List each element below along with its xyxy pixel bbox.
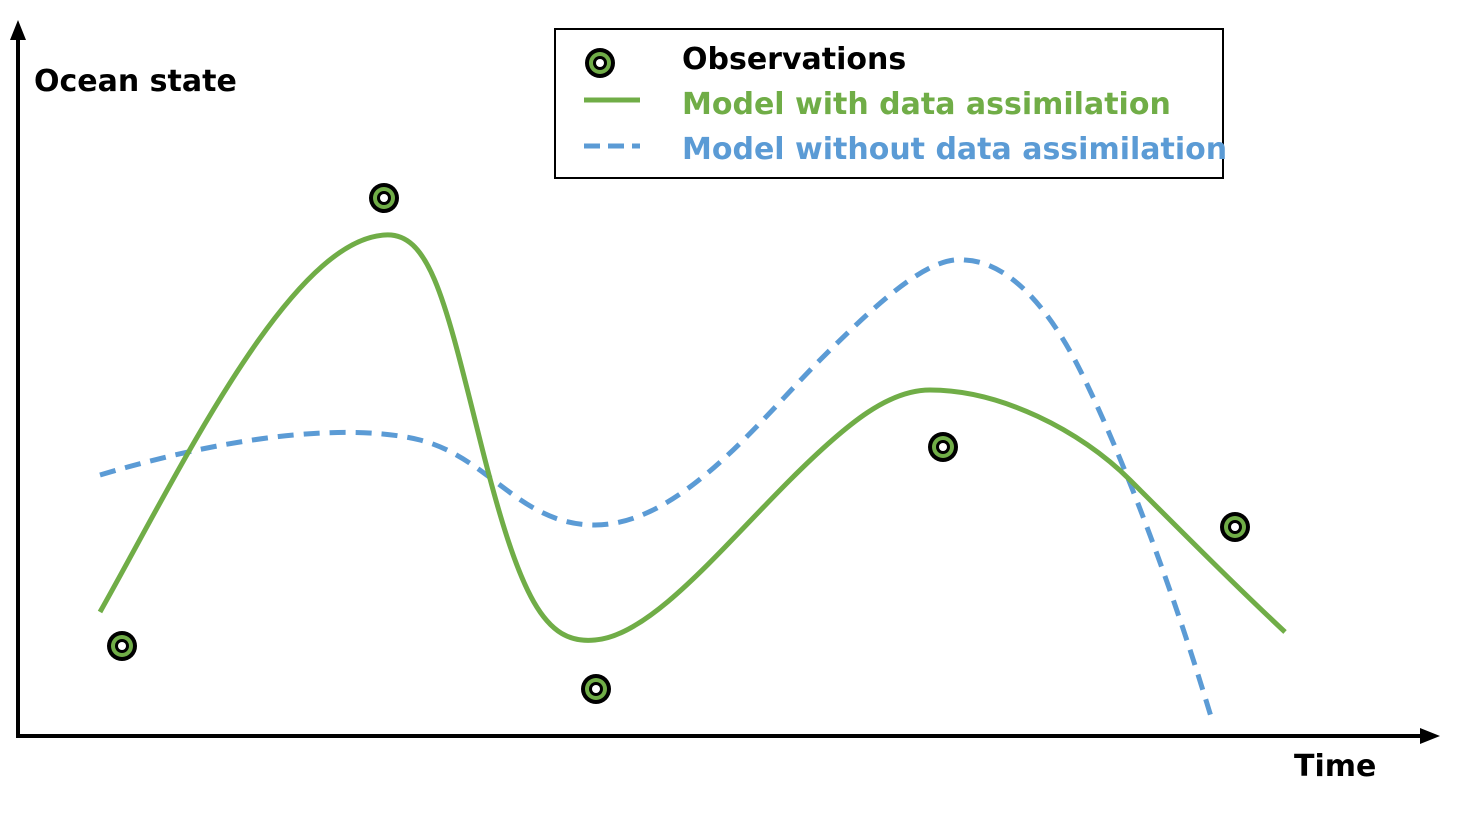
observation-marker [581, 674, 611, 704]
observation-marker [369, 183, 399, 213]
legend-observations-label: Observations [682, 42, 907, 77]
x-axis-arrowhead [1420, 728, 1440, 744]
legend-without-da-label: Model without data assimilation [682, 132, 1228, 167]
legend-dashed-line-icon [584, 143, 640, 149]
observations [107, 183, 1250, 704]
x-axis-label: Time [1294, 749, 1377, 784]
legend-solid-line-icon [584, 97, 640, 103]
y-axis-arrowhead [10, 20, 26, 40]
legend: Observations Model with data assimilatio… [554, 28, 1228, 179]
y-axis-label: Ocean state [34, 64, 237, 99]
observation-marker [107, 631, 137, 661]
legend-observation-icon [585, 48, 615, 78]
observation-marker [928, 432, 958, 462]
model-with-da-curve [97, 232, 1287, 643]
observation-marker [1220, 512, 1250, 542]
model-without-da-curve [99, 257, 1215, 721]
legend-with-da-label: Model with data assimilation [682, 87, 1171, 122]
axes [10, 20, 1440, 744]
